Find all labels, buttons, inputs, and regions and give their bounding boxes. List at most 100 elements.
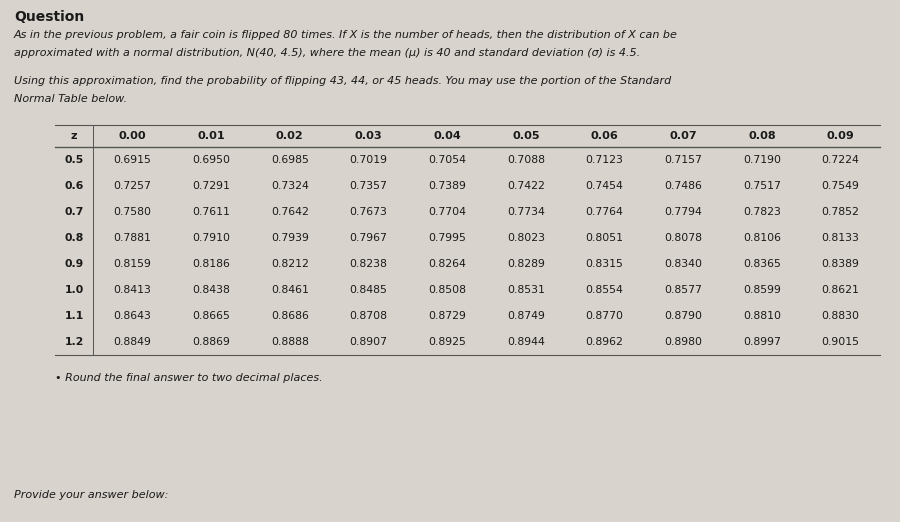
Text: 0.7157: 0.7157 <box>664 155 702 165</box>
Text: 0.8023: 0.8023 <box>507 233 544 243</box>
Text: 0.8869: 0.8869 <box>192 337 230 347</box>
Text: 0.7642: 0.7642 <box>271 207 309 217</box>
Text: Normal Table below.: Normal Table below. <box>14 94 127 104</box>
Text: 0.7967: 0.7967 <box>349 233 387 243</box>
Text: 0.02: 0.02 <box>276 131 303 141</box>
Text: 0.7088: 0.7088 <box>507 155 544 165</box>
Text: 0.04: 0.04 <box>433 131 461 141</box>
Text: 0.8238: 0.8238 <box>349 259 387 269</box>
Text: 0.8980: 0.8980 <box>664 337 702 347</box>
Text: 0.8599: 0.8599 <box>743 285 781 295</box>
Text: 0.7291: 0.7291 <box>192 181 230 191</box>
Text: 0.8186: 0.8186 <box>192 259 230 269</box>
Text: 0.8790: 0.8790 <box>664 311 702 321</box>
Text: 0.8078: 0.8078 <box>664 233 702 243</box>
Text: 0.8686: 0.8686 <box>271 311 309 321</box>
Text: 0.8621: 0.8621 <box>822 285 860 295</box>
Text: 0.7324: 0.7324 <box>271 181 309 191</box>
Text: 1.1: 1.1 <box>65 311 84 321</box>
Text: 0.5: 0.5 <box>65 155 84 165</box>
Text: 0.8264: 0.8264 <box>428 259 466 269</box>
Text: 0.8106: 0.8106 <box>743 233 781 243</box>
Text: • Round the final answer to two decimal places.: • Round the final answer to two decimal … <box>55 373 322 383</box>
Text: 0.01: 0.01 <box>197 131 225 141</box>
Text: 0.7580: 0.7580 <box>113 207 151 217</box>
Text: 0.8577: 0.8577 <box>664 285 702 295</box>
Text: 0.7611: 0.7611 <box>192 207 230 217</box>
Text: 0.7517: 0.7517 <box>743 181 781 191</box>
Text: 0.6950: 0.6950 <box>192 155 230 165</box>
Text: 0.08: 0.08 <box>748 131 776 141</box>
Text: z: z <box>71 131 77 141</box>
Text: 0.7422: 0.7422 <box>507 181 544 191</box>
Text: 0.8289: 0.8289 <box>507 259 544 269</box>
Text: 0.7357: 0.7357 <box>349 181 387 191</box>
Text: 0.8485: 0.8485 <box>349 285 387 295</box>
Text: 0.7995: 0.7995 <box>428 233 466 243</box>
Text: 1.0: 1.0 <box>65 285 84 295</box>
Text: 0.8340: 0.8340 <box>664 259 702 269</box>
Text: 0.8365: 0.8365 <box>743 259 781 269</box>
Text: 0.7224: 0.7224 <box>822 155 860 165</box>
Text: 0.6: 0.6 <box>64 181 84 191</box>
Text: 0.8907: 0.8907 <box>349 337 387 347</box>
Text: 0.06: 0.06 <box>590 131 618 141</box>
Text: 0.8531: 0.8531 <box>507 285 544 295</box>
Text: 0.7673: 0.7673 <box>349 207 387 217</box>
Text: 0.8849: 0.8849 <box>113 337 151 347</box>
Text: 0.7734: 0.7734 <box>507 207 544 217</box>
Text: 0.7881: 0.7881 <box>113 233 151 243</box>
Text: 0.8389: 0.8389 <box>822 259 860 269</box>
Text: 0.7389: 0.7389 <box>428 181 466 191</box>
Text: 0.7454: 0.7454 <box>586 181 624 191</box>
Text: 0.6915: 0.6915 <box>113 155 151 165</box>
Text: 0.8212: 0.8212 <box>271 259 309 269</box>
Text: 0.8888: 0.8888 <box>271 337 309 347</box>
Text: 0.8665: 0.8665 <box>192 311 230 321</box>
Text: 0.7123: 0.7123 <box>586 155 624 165</box>
Text: 0.8708: 0.8708 <box>349 311 387 321</box>
Text: 0.7939: 0.7939 <box>271 233 309 243</box>
Text: Question: Question <box>14 10 85 24</box>
Text: 0.6985: 0.6985 <box>271 155 309 165</box>
Text: 0.8315: 0.8315 <box>586 259 624 269</box>
Text: 0.8770: 0.8770 <box>586 311 624 321</box>
Text: Provide your answer below:: Provide your answer below: <box>14 490 168 500</box>
Text: 1.2: 1.2 <box>64 337 84 347</box>
Text: 0.03: 0.03 <box>355 131 382 141</box>
Text: 0.8810: 0.8810 <box>743 311 781 321</box>
Text: 0.7704: 0.7704 <box>428 207 466 217</box>
Text: 0.8944: 0.8944 <box>507 337 544 347</box>
Text: 0.8643: 0.8643 <box>113 311 151 321</box>
Text: 0.8461: 0.8461 <box>271 285 309 295</box>
Text: 0.8830: 0.8830 <box>822 311 860 321</box>
Text: 0.8: 0.8 <box>65 233 84 243</box>
Text: 0.8749: 0.8749 <box>507 311 544 321</box>
Text: 0.9: 0.9 <box>65 259 84 269</box>
Text: 0.7794: 0.7794 <box>664 207 702 217</box>
Text: 0.8962: 0.8962 <box>586 337 624 347</box>
Text: 0.7019: 0.7019 <box>349 155 387 165</box>
Text: 0.05: 0.05 <box>512 131 540 141</box>
Text: 0.7190: 0.7190 <box>743 155 781 165</box>
Text: 0.7549: 0.7549 <box>822 181 860 191</box>
Text: Using this approximation, find the probability of flipping 43, 44, or 45 heads. : Using this approximation, find the proba… <box>14 76 671 86</box>
Text: 0.7: 0.7 <box>64 207 84 217</box>
Text: 0.9015: 0.9015 <box>822 337 860 347</box>
Text: 0.8133: 0.8133 <box>822 233 860 243</box>
Text: 0.8508: 0.8508 <box>428 285 466 295</box>
Text: 0.00: 0.00 <box>119 131 146 141</box>
Text: 0.7852: 0.7852 <box>822 207 860 217</box>
Text: approximated with a normal distribution, N(40, 4.5), where the mean (μ) is 40 an: approximated with a normal distribution,… <box>14 48 640 58</box>
Text: 0.8997: 0.8997 <box>743 337 781 347</box>
Text: As in the previous problem, a fair coin is flipped 80 times. If X is the number : As in the previous problem, a fair coin … <box>14 30 678 40</box>
Text: 0.8159: 0.8159 <box>113 259 151 269</box>
Text: 0.7823: 0.7823 <box>743 207 781 217</box>
Text: 0.8051: 0.8051 <box>586 233 624 243</box>
Text: 0.8925: 0.8925 <box>428 337 466 347</box>
Text: 0.7054: 0.7054 <box>428 155 466 165</box>
Text: 0.8413: 0.8413 <box>113 285 151 295</box>
Text: 0.7486: 0.7486 <box>664 181 702 191</box>
Text: 0.8554: 0.8554 <box>586 285 624 295</box>
Text: 0.09: 0.09 <box>827 131 854 141</box>
